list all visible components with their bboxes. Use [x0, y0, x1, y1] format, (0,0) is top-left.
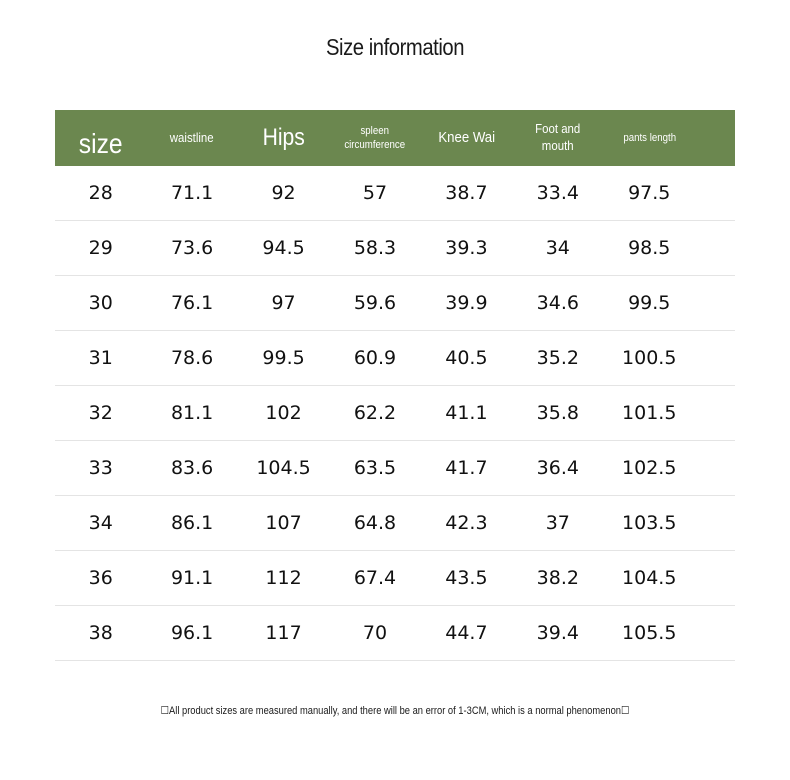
table-cell: 32	[88, 402, 113, 424]
table-row: 28 71.1 92 57 38.7 33.4 97.5	[55, 166, 735, 221]
table-cell: 92	[271, 182, 296, 204]
table-row: 29 73.6 94.5 58.3 39.3 34 98.5	[55, 221, 735, 276]
table-body: 28 71.1 92 57 38.7 33.4 97.5 29 73.6 94.5 58.3 39.3…	[55, 166, 735, 661]
table-row: 38 96.1 117 70 44.7 39.4 105.5	[55, 606, 735, 661]
table-cell: 83.6	[170, 457, 214, 479]
table-header: size waistline Hips spleen circumference Knee…	[55, 110, 735, 166]
table-cell: 63.5	[353, 457, 397, 479]
table-cell: 60.9	[353, 347, 397, 369]
column-header-line: circumference	[344, 139, 406, 151]
table-cell: 30	[88, 292, 113, 314]
table-cell: 104.5	[622, 567, 677, 589]
column-header: pants length	[609, 131, 689, 145]
column-header-line: waistline	[170, 129, 215, 145]
table-cell: 59.6	[353, 292, 397, 314]
table-cell: 57	[362, 182, 388, 204]
column-header-line: pants length	[622, 131, 676, 144]
table-cell: 37	[545, 512, 570, 534]
table-row: 31 78.6 99.5 60.9 40.5 35.2 100.5	[55, 331, 735, 386]
table-cell: 73.6	[170, 237, 214, 259]
table-row: 36 91.1 112 67.4 43.5 38.2 104.5	[55, 551, 735, 606]
table-cell: 64.8	[353, 512, 397, 534]
table-cell: 99.5	[628, 292, 671, 314]
table-cell: 102	[265, 402, 302, 424]
table-cell: 94.5	[262, 237, 305, 259]
table-cell: 39.3	[445, 237, 488, 259]
column-header: Hips	[243, 122, 323, 153]
column-header: size	[60, 114, 140, 162]
table-cell: 41.7	[445, 457, 488, 479]
table-cell: 28	[88, 182, 113, 204]
table-cell: 34	[545, 237, 570, 259]
column-header-line: spleen	[360, 124, 390, 137]
column-header: Foot and mouth	[518, 121, 598, 155]
table-cell: 101.5	[622, 402, 677, 424]
table-cell: 35.8	[536, 402, 579, 424]
table-cell: 39.9	[445, 292, 488, 314]
table-cell: 105.5	[622, 622, 677, 644]
column-header-line: Knee Wai	[438, 129, 495, 147]
table-cell: 40.5	[445, 347, 488, 369]
table-cell: 99.5	[262, 347, 305, 369]
footnote: ☐All product sizes are measured manually…	[160, 705, 630, 717]
table-cell: 112	[265, 567, 302, 589]
table-cell: 71.1	[170, 182, 214, 204]
table-cell: 42.3	[445, 512, 488, 534]
table-cell: 31	[88, 347, 113, 369]
table-cell: 103.5	[622, 512, 677, 534]
column-header: spleen circumference	[335, 124, 415, 153]
column-header-line: mouth	[541, 138, 574, 153]
table-cell: 117	[265, 622, 302, 644]
table-row: 33 83.6 104.5 63.5 41.7 36.4 102.5	[55, 441, 735, 496]
size-table: size waistline Hips spleen circumference Knee…	[55, 110, 735, 661]
table-cell: 36.4	[536, 457, 579, 479]
page-title: Size information	[325, 34, 465, 60]
table-row: 34 86.1 107 64.8 42.3 37 103.5	[55, 496, 735, 551]
column-header-line: Hips	[262, 124, 305, 152]
table-cell: 35.2	[536, 347, 579, 369]
table-cell: 33	[88, 457, 113, 479]
table-cell: 107	[265, 512, 302, 534]
table-cell: 58.3	[353, 237, 397, 259]
column-header-line: size	[78, 127, 123, 159]
column-header: Knee Wai	[426, 128, 506, 148]
table-cell: 96.1	[170, 622, 214, 644]
table-cell: 41.1	[445, 402, 488, 424]
table-row: 32 81.1 102 62.2 41.1 35.8 101.5	[55, 386, 735, 441]
table-cell: 97.5	[628, 182, 671, 204]
column-header-line: Foot and	[535, 121, 581, 137]
table-cell: 81.1	[170, 402, 214, 424]
table-cell: 29	[88, 237, 113, 259]
table-cell: 76.1	[170, 292, 214, 314]
table-cell: 38.7	[445, 182, 488, 204]
table-cell: 62.2	[353, 402, 397, 424]
table-cell: 78.6	[170, 347, 214, 369]
table-cell: 104.5	[256, 457, 311, 479]
table-cell: 38	[88, 622, 113, 644]
table-cell: 44.7	[445, 622, 488, 644]
table-cell: 39.4	[536, 622, 579, 644]
table-cell: 102.5	[622, 457, 677, 479]
column-header: waistline	[152, 130, 232, 147]
table-row: 30 76.1 97 59.6 39.9 34.6 99.5	[55, 276, 735, 331]
table-cell: 97	[271, 292, 296, 314]
table-cell: 38.2	[536, 567, 579, 589]
table-cell: 70	[362, 622, 388, 644]
table-cell: 100.5	[622, 347, 677, 369]
table-cell: 43.5	[445, 567, 488, 589]
table-cell: 91.1	[170, 567, 214, 589]
table-cell: 98.5	[628, 237, 671, 259]
table-cell: 34	[88, 512, 113, 534]
table-cell: 34.6	[536, 292, 579, 314]
table-cell: 33.4	[536, 182, 579, 204]
table-cell: 86.1	[170, 512, 214, 534]
table-cell: 36	[88, 567, 113, 589]
table-cell: 67.4	[353, 567, 397, 589]
